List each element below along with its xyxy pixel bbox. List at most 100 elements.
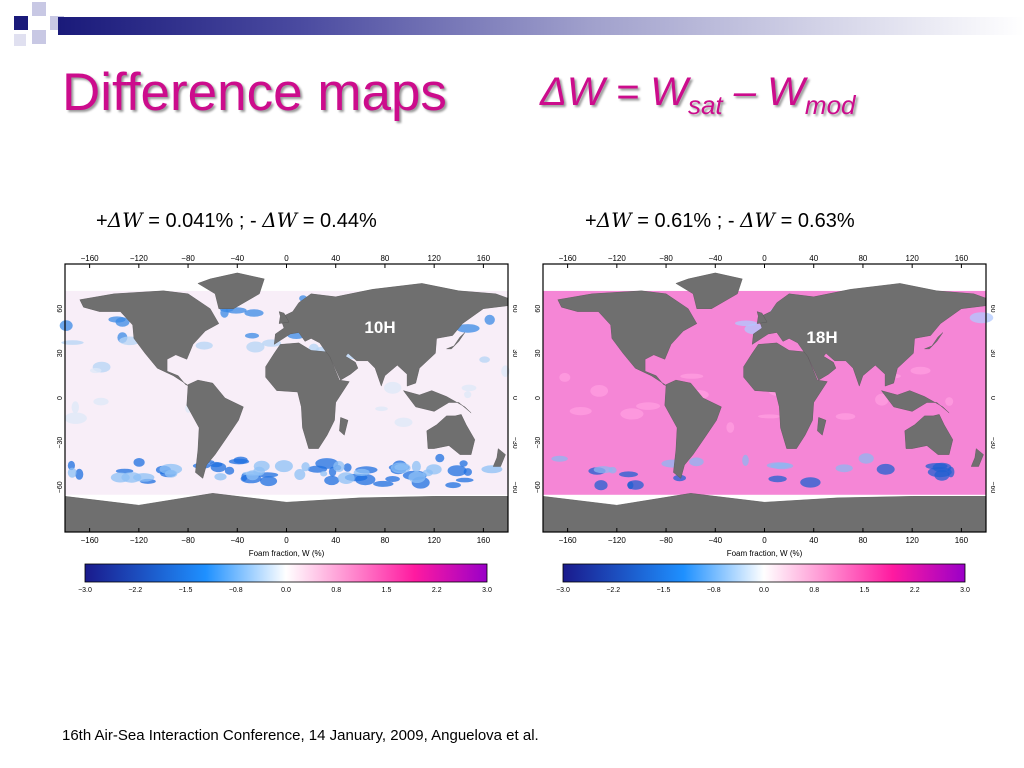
lat-tick-right: −60 [989,481,995,493]
lon-tick-top: 0 [762,254,767,263]
land-new-zealand [492,448,506,467]
lon-tick-bottom: 80 [380,536,389,545]
colorbar-tick: 2.2 [432,587,442,594]
lat-tick-left: −60 [535,481,542,493]
land-south-america [186,379,244,479]
colorbar-tick: 2.2 [910,587,920,594]
anomaly-texture [551,297,994,491]
lon-tick-top: 0 [284,254,289,263]
colorbar-tick: −1.5 [657,587,671,594]
lon-tick-bottom: −80 [181,536,195,545]
map-xlabel: Foam fraction, W (%) [249,549,325,558]
lon-tick-bottom: 120 [427,536,441,545]
land-greenland [675,272,743,309]
land-south-america [664,379,722,479]
lon-tick-top: 160 [477,254,491,263]
land-uk [278,311,290,324]
lat-tick-right: 30 [511,349,517,357]
lon-tick-bottom: −160 [559,536,578,545]
lon-tick-bottom: −80 [659,536,673,545]
slide-title: Difference maps [62,63,447,122]
land-masses [542,272,987,533]
colorbar-tick: 1.5 [860,587,870,594]
land-masses [64,272,509,533]
lon-tick-bottom: 160 [955,536,969,545]
no-data-north [543,264,986,291]
lat-tick-right: 0 [511,396,517,400]
colorbar-tick: 3.0 [960,587,970,594]
difference-map-10h: −160 −160 −120 −120 −80 −80 −40 −40 0 0 40 40 80 80 12… [57,248,518,603]
colorbar-tick: 0.8 [809,587,819,594]
land-madagascar [817,417,827,436]
lon-tick-top: −40 [708,254,722,263]
no-data-north [65,264,508,291]
land-australia [904,414,954,455]
lat-tick-right: −30 [511,437,517,449]
lon-tick-bottom: 160 [477,536,491,545]
lon-tick-bottom: −160 [81,536,100,545]
lon-tick-bottom: 0 [762,536,767,545]
lon-tick-bottom: 80 [858,536,867,545]
panel-label: 10H [364,318,395,337]
footer-citation: 16th Air-Sea Interaction Conference, 14 … [62,727,539,744]
lat-tick-left: −30 [535,437,542,449]
lon-tick-top: −40 [230,254,244,263]
lon-tick-top: −160 [81,254,100,263]
lon-tick-top: 160 [955,254,969,263]
map-panel-18h: −160 −160 −120 −120 −80 −80 −40 −40 0 0 40 40 80 80 12… [535,248,996,603]
lat-tick-right: 60 [989,305,995,313]
lat-tick-left: −30 [57,437,64,449]
stat-line-10h: +ΔW = 0.041% ; - ΔW = 0.44% [96,208,377,232]
lon-tick-bottom: 40 [331,536,340,545]
land-uk [756,311,768,324]
lat-tick-left: 30 [535,349,542,357]
land-north-america [79,290,220,387]
lon-tick-top: −80 [659,254,673,263]
colorbar-tick: 3.0 [482,587,492,594]
lon-tick-bottom: −40 [230,536,244,545]
lon-tick-top: −80 [181,254,195,263]
land-indonesia [880,390,950,414]
lon-tick-bottom: 40 [809,536,818,545]
map-xlabel: Foam fraction, W (%) [727,549,803,558]
land-africa [743,342,828,449]
map-panel-10h: −160 −160 −120 −120 −80 −80 −40 −40 0 0 40 40 80 80 12… [57,248,518,603]
lon-tick-top: −120 [130,254,149,263]
lon-tick-top: −160 [559,254,578,263]
land-madagascar [339,417,349,436]
colorbar-tick: 0.0 [281,587,291,594]
colorbar-tick: −0.8 [707,587,721,594]
lon-tick-bottom: 120 [905,536,919,545]
lon-tick-top: 120 [905,254,919,263]
lon-tick-top: 80 [380,254,389,263]
header-gradient-bar [58,17,1024,35]
colorbar-tick: −0.8 [229,587,243,594]
lat-tick-right: −30 [989,437,995,449]
lon-tick-bottom: −120 [608,536,627,545]
lat-tick-right: 30 [989,349,995,357]
colorbar-tick: −3.0 [556,587,570,594]
lat-tick-left: 30 [57,349,64,357]
lon-tick-bottom: 0 [284,536,289,545]
lon-tick-top: 120 [427,254,441,263]
land-japan [446,332,466,350]
land-indonesia [402,390,472,414]
colorbar-tick: −3.0 [78,587,92,594]
difference-map-18h: −160 −160 −120 −120 −80 −80 −40 −40 0 0 40 40 80 80 12… [535,248,996,603]
lat-tick-left: 60 [535,305,542,313]
land-greenland [197,272,265,309]
panel-label: 18H [806,328,837,347]
colorbar-tick: −2.2 [606,587,620,594]
lat-tick-left: −60 [57,481,64,493]
lat-tick-left: 0 [57,396,64,400]
land-north-america [557,290,698,387]
colorbar-tick: 0.0 [759,587,769,594]
stat-line-18h: +ΔW = 0.61% ; - ΔW = 0.63% [585,208,855,232]
colorbar [84,563,488,583]
lat-tick-right: 0 [989,396,995,400]
colorbar-tick: −2.2 [128,587,142,594]
lon-tick-bottom: −40 [708,536,722,545]
lat-tick-left: 0 [535,396,542,400]
lat-tick-left: 60 [57,305,64,313]
land-australia [426,414,476,455]
